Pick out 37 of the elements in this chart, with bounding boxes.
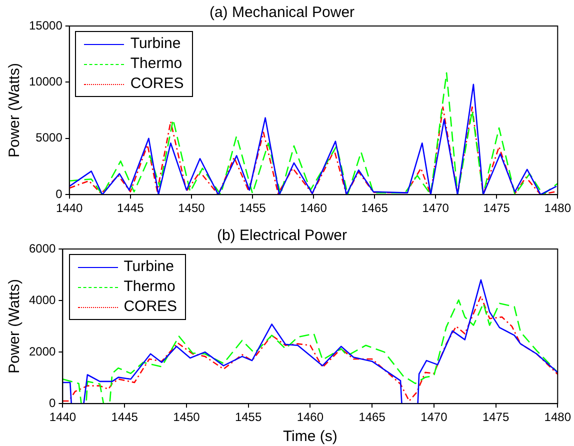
legend-label: CORES [124, 297, 178, 317]
y-tick-label: 15000 [28, 18, 63, 32]
x-tick-label: 1455 [234, 410, 262, 424]
chart-title: (b) Electrical Power [216, 227, 348, 244]
x-tick-label: 1475 [483, 201, 510, 216]
x-tick-label: 1445 [117, 201, 144, 216]
x-tick-label: 1450 [178, 201, 206, 216]
x-tick-label: 1465 [358, 410, 386, 424]
legend-label: Thermo [124, 277, 176, 297]
y-tick-label: 5000 [36, 130, 63, 145]
x-tick-label: 1480 [544, 410, 572, 424]
y-tick-label: 6000 [28, 241, 56, 256]
x-tick-label: 1480 [544, 201, 572, 216]
x-tick-label: 1470 [420, 410, 448, 424]
chart-title: (a) Mechanical Power [209, 4, 355, 22]
x-tick-label: 1450 [173, 410, 200, 424]
x-tick-label: 1470 [422, 201, 450, 216]
y-tick-label: 0 [56, 186, 63, 201]
legend-label: Thermo [130, 54, 182, 74]
y-tick-label: 10000 [28, 74, 63, 89]
x-tick-label: 1475 [482, 410, 510, 424]
x-tick-label: 1465 [361, 201, 388, 216]
y-tick-label: 4000 [28, 292, 56, 307]
y-tick-label: 2000 [28, 344, 56, 358]
x-tick-label: 1460 [296, 410, 324, 424]
x-tick-label: 1460 [300, 201, 328, 216]
y-tick-label: 0 [49, 396, 56, 410]
x-tick-label: 1455 [239, 201, 266, 216]
legend-label: Turbine [124, 257, 174, 277]
legend-label: Turbine [130, 34, 181, 54]
y-axis-title: Power (Watts) [6, 279, 24, 374]
x-tick-label: 1445 [111, 410, 138, 424]
legend-label: CORES [130, 74, 184, 94]
x-tick-label: 1440 [49, 410, 76, 424]
y-axis-title: Power (Watts) [6, 63, 24, 158]
x-axis-title: Time (s) [282, 428, 338, 446]
x-tick-label: 1440 [56, 201, 84, 216]
